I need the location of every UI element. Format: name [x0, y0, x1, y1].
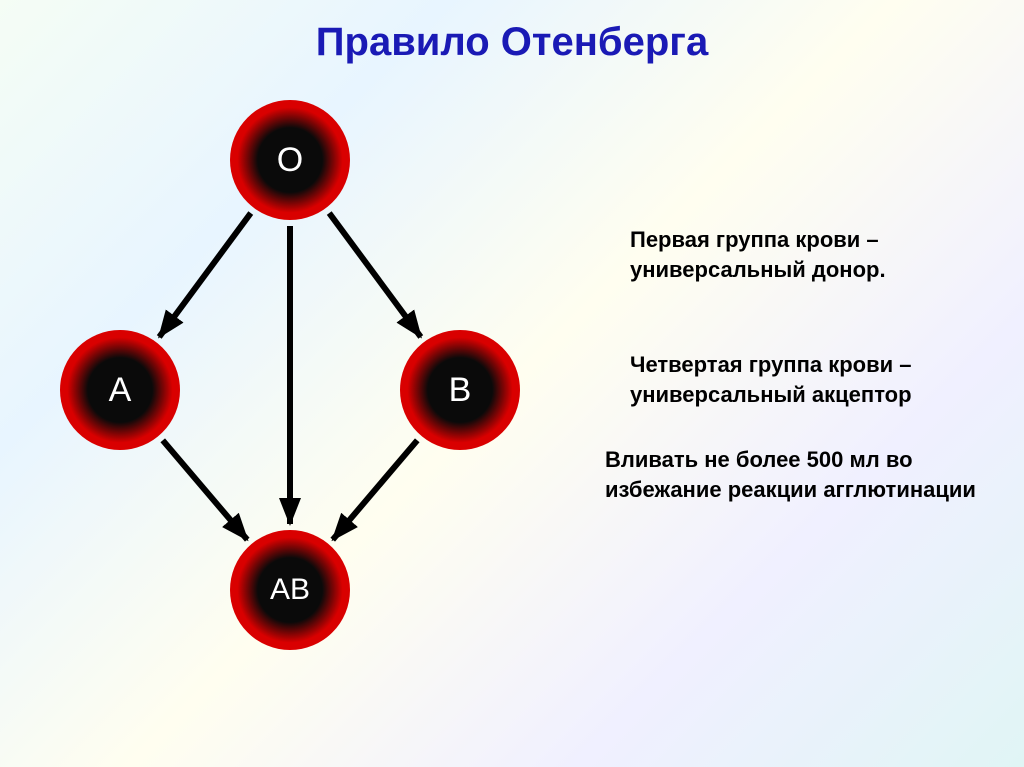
node-b: B [400, 330, 520, 450]
edge-b-ab [333, 440, 418, 539]
node-o: O [230, 100, 350, 220]
node-ab: AB [230, 530, 350, 650]
edge-o-b [329, 213, 421, 337]
text-donor: Первая группа крови – универсальный доно… [630, 225, 990, 284]
edge-o-a [159, 213, 251, 337]
text-limit: Вливать не более 500 мл во избежание реа… [605, 445, 985, 504]
blood-type-diagram: OABAB [0, 0, 620, 767]
text-acceptor: Четвертая группа крови – универсальный а… [630, 350, 990, 409]
edge-a-ab [163, 440, 248, 539]
node-a: A [60, 330, 180, 450]
